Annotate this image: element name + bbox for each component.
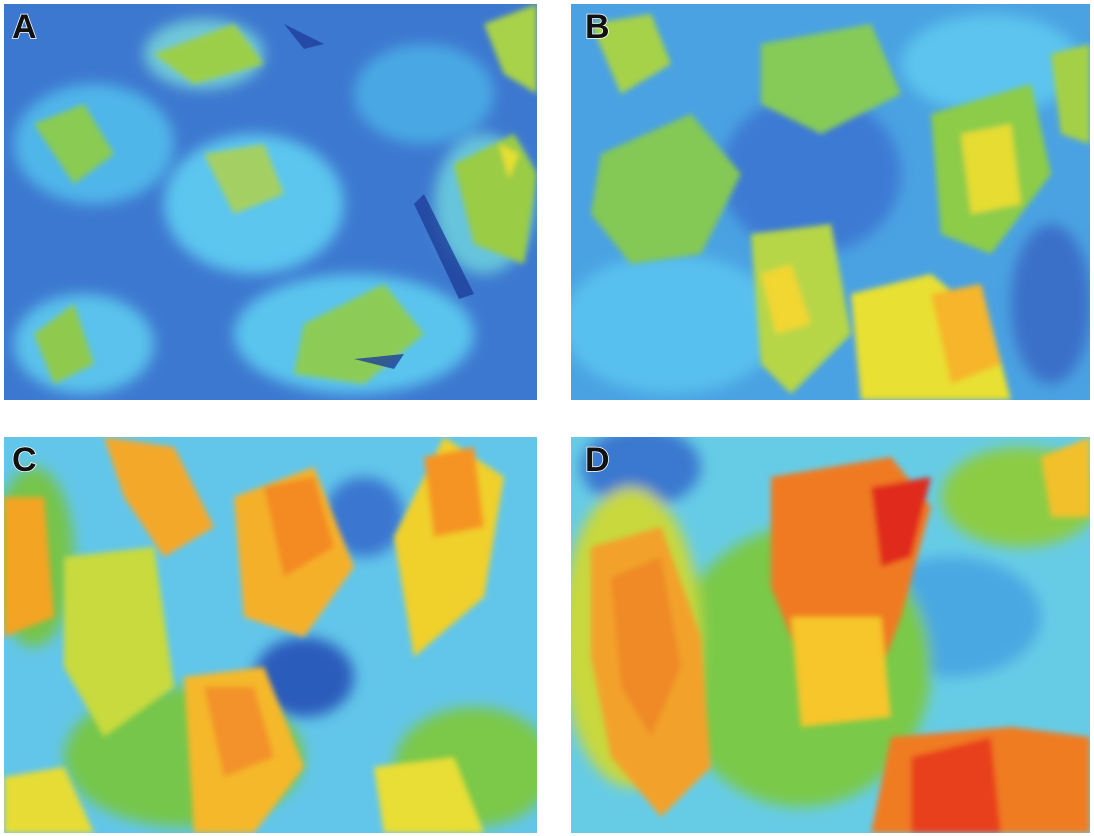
figure: A B (0, 0, 1094, 836)
panel-label: C (12, 441, 37, 479)
panel-image (0, 437, 554, 833)
panel-image (561, 427, 1094, 833)
panel-image (561, 4, 1091, 400)
page: {"panels": [{"label": "A"}, {"label": "B… (0, 0, 1094, 836)
panel-label: D (585, 441, 610, 479)
panel-label: A (12, 8, 37, 46)
panel-label: B (585, 8, 610, 46)
panel-image (4, 4, 537, 400)
